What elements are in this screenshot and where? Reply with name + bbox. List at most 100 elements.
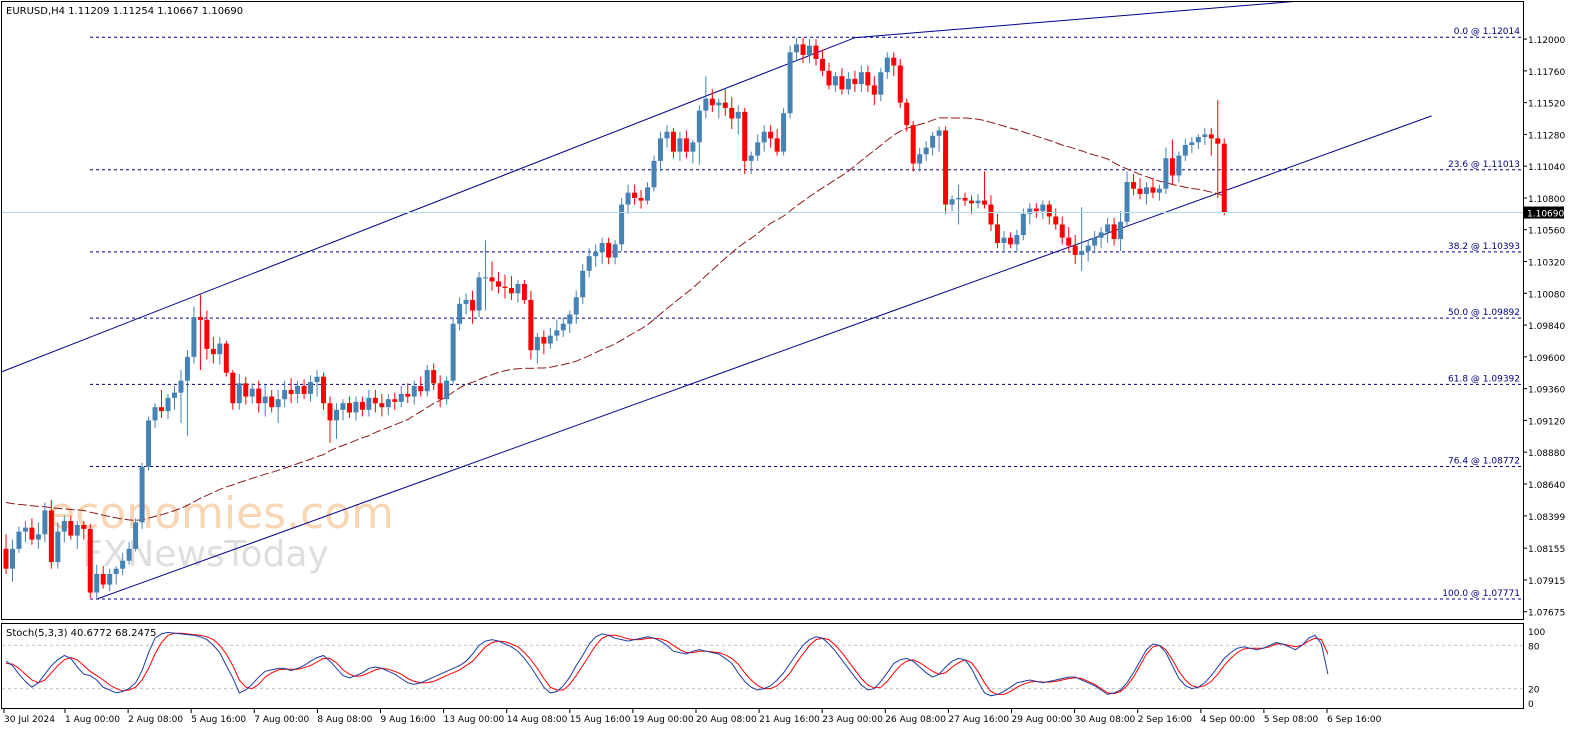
candle bbox=[340, 399, 346, 421]
candle bbox=[61, 515, 67, 543]
candle bbox=[619, 197, 625, 251]
x-tick-label: 7 Aug 00:00 bbox=[254, 715, 309, 725]
candle bbox=[288, 378, 294, 404]
candle-body bbox=[1007, 237, 1013, 245]
candle bbox=[541, 330, 547, 355]
candle-body bbox=[489, 277, 495, 282]
candle-body bbox=[236, 383, 242, 404]
price-axis: 1.12000 1.11760 1.11520 1.11280 1.11040 1.108… bbox=[1523, 36, 1565, 619]
candle-body bbox=[541, 336, 547, 344]
candle bbox=[1182, 138, 1188, 161]
candle bbox=[159, 389, 165, 418]
candle-body bbox=[709, 98, 715, 106]
candle bbox=[612, 240, 618, 265]
candle bbox=[761, 125, 767, 152]
x-tick-label: 26 Aug 08:00 bbox=[885, 715, 946, 725]
candle bbox=[651, 155, 657, 192]
candle-body bbox=[1169, 158, 1175, 176]
candle bbox=[35, 522, 41, 549]
candle bbox=[683, 130, 689, 159]
x-tick-label: 2 Sep 16:00 bbox=[1138, 715, 1193, 725]
candle-body bbox=[22, 527, 28, 532]
y-tick-label: 1.10320 bbox=[1528, 259, 1565, 269]
candle-body bbox=[690, 142, 696, 152]
candle bbox=[450, 317, 456, 384]
candle-body bbox=[165, 397, 171, 412]
candle bbox=[832, 72, 838, 93]
candle-body bbox=[949, 199, 955, 205]
candle-body bbox=[981, 200, 987, 205]
candle bbox=[1105, 217, 1111, 243]
candle-body bbox=[55, 531, 61, 563]
candle-body bbox=[930, 135, 936, 148]
fib-level-label: 23.6 @ 1.11013 bbox=[1448, 160, 1520, 170]
chart-frame bbox=[1, 1, 1524, 709]
candle-body bbox=[94, 573, 100, 593]
candle bbox=[781, 107, 787, 156]
candle bbox=[262, 384, 268, 417]
y-tick-label: 1.08880 bbox=[1528, 449, 1565, 459]
candle-body bbox=[1182, 144, 1188, 156]
candle bbox=[1059, 216, 1065, 245]
candle-body bbox=[495, 281, 501, 287]
candle-body bbox=[742, 111, 748, 161]
candle-body bbox=[1001, 237, 1007, 243]
candle bbox=[100, 566, 106, 589]
candle-body bbox=[1195, 137, 1201, 143]
candle-body bbox=[321, 376, 327, 404]
x-tick-label: 15 Aug 16:00 bbox=[570, 715, 631, 725]
candle-body bbox=[1150, 187, 1156, 193]
candle bbox=[146, 416, 152, 471]
fib-level-label: 100.0 @ 1.07771 bbox=[1442, 589, 1520, 599]
candle bbox=[657, 131, 663, 172]
candle-body bbox=[1215, 138, 1221, 144]
candle-body bbox=[42, 510, 48, 535]
candle-body bbox=[884, 57, 890, 73]
candle bbox=[521, 280, 527, 304]
candle-body bbox=[223, 343, 229, 373]
candle-body bbox=[1111, 224, 1117, 240]
candle-body bbox=[865, 72, 871, 86]
candle-body bbox=[1189, 142, 1195, 145]
x-tick-label: 14 Aug 08:00 bbox=[507, 715, 568, 725]
candle-body bbox=[1027, 208, 1033, 214]
candle-body bbox=[936, 130, 942, 136]
candle bbox=[969, 195, 975, 214]
x-tick-label: 20 Aug 08:00 bbox=[696, 715, 757, 725]
candle-body bbox=[871, 85, 877, 95]
candle-body bbox=[256, 388, 262, 404]
x-tick-label: 13 Aug 00:00 bbox=[444, 715, 505, 725]
candle-body bbox=[683, 138, 689, 152]
candle bbox=[560, 317, 566, 337]
candle-body bbox=[61, 521, 67, 532]
candle bbox=[1085, 240, 1091, 262]
price-channel bbox=[2, 2, 1432, 600]
candle-body bbox=[729, 107, 735, 119]
candle bbox=[1079, 207, 1085, 271]
candle-body bbox=[1014, 235, 1020, 245]
x-tick-label: 9 Aug 16:00 bbox=[381, 715, 436, 725]
candle bbox=[871, 76, 877, 106]
candle bbox=[981, 171, 987, 209]
candle bbox=[236, 374, 242, 410]
candle bbox=[839, 68, 845, 95]
candle bbox=[120, 552, 126, 576]
candle bbox=[1098, 227, 1104, 249]
candle bbox=[217, 336, 223, 365]
candle bbox=[126, 542, 132, 565]
candle bbox=[884, 52, 890, 79]
candle bbox=[230, 370, 236, 410]
candle bbox=[865, 65, 871, 93]
candle bbox=[359, 396, 365, 417]
candle-body bbox=[184, 356, 190, 381]
candle bbox=[243, 376, 249, 405]
y-tick-label: 1.10560 bbox=[1528, 227, 1565, 237]
candle bbox=[878, 68, 884, 102]
x-tick-label: 29 Aug 00:00 bbox=[1012, 715, 1073, 725]
candle bbox=[411, 380, 417, 405]
candle bbox=[1033, 203, 1039, 218]
candle-body bbox=[735, 111, 741, 119]
candle-body bbox=[197, 317, 203, 320]
watermark-line2: FXNewsToday bbox=[82, 534, 329, 575]
fib-level-label: 50.0 @ 1.09892 bbox=[1448, 308, 1520, 318]
